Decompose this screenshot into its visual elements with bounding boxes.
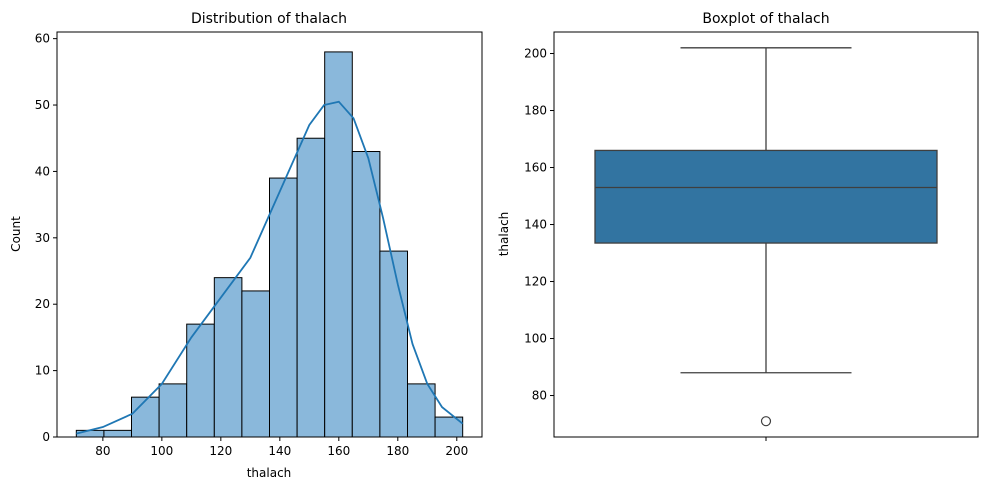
histogram-bar [213, 277, 243, 438]
y-tick-label: 40 [35, 164, 50, 178]
histogram-axes-frame [56, 31, 483, 438]
histogram-bar [103, 429, 133, 438]
x-tick-label: 200 [445, 444, 468, 458]
histogram-bar [131, 396, 160, 438]
histogram-x-ticks: 80 100 120 140 160 180 200 [95, 437, 468, 458]
y-tick-label: 0 [42, 430, 50, 444]
y-tick-label: 10 [35, 364, 50, 378]
histogram-bar [158, 383, 188, 438]
histogram-x-label: thalach [247, 466, 292, 480]
boxplot-y-ticks: 80 100 120 140 160 180 200 [524, 47, 554, 403]
histogram-bar [296, 137, 326, 438]
kde-curve [76, 100, 464, 435]
x-tick-label: 80 [95, 444, 110, 458]
histogram-bar [379, 250, 408, 438]
boxplot-elements [594, 47, 938, 427]
x-tick-label: 180 [386, 444, 409, 458]
y-tick-label: 60 [35, 32, 50, 46]
histogram-bar [406, 383, 436, 438]
histogram-y-ticks: 0 10 20 30 40 50 60 [35, 32, 57, 444]
y-tick-label: 200 [524, 47, 547, 61]
histogram-bar [186, 323, 215, 438]
x-tick-label: 160 [327, 444, 350, 458]
boxplot-title: Boxplot of thalach [702, 11, 829, 27]
histogram-bar [75, 429, 105, 438]
histogram-y-label: Count [9, 216, 23, 252]
x-tick-label: 100 [150, 444, 173, 458]
histogram-bar [241, 290, 270, 438]
histogram-title: Distribution of thalach [191, 11, 347, 27]
histogram-bar [351, 151, 381, 438]
y-tick-label: 140 [524, 218, 547, 232]
y-tick-label: 180 [524, 104, 547, 118]
y-tick-label: 80 [532, 389, 547, 403]
outlier-point [760, 416, 772, 427]
x-tick-label: 120 [209, 444, 232, 458]
histogram-panel: Distribution of thalach 80 100 120 140 160 18… [9, 11, 483, 480]
boxplot-panel: Boxplot of thalach 80100120140160180200 … [497, 11, 979, 441]
y-tick-label: 20 [35, 297, 50, 311]
x-tick-label: 140 [268, 444, 291, 458]
y-tick-label: 160 [524, 161, 547, 175]
y-tick-label: 120 [524, 275, 547, 289]
histogram-bars [75, 51, 464, 438]
y-tick-label: 50 [35, 98, 50, 112]
histogram-bar [269, 177, 298, 438]
boxplot-y-label: thalach [497, 212, 511, 257]
iqr-box [594, 149, 938, 244]
y-tick-label: 100 [524, 332, 547, 346]
y-tick-label: 30 [35, 231, 50, 245]
histogram-bar [324, 51, 353, 438]
